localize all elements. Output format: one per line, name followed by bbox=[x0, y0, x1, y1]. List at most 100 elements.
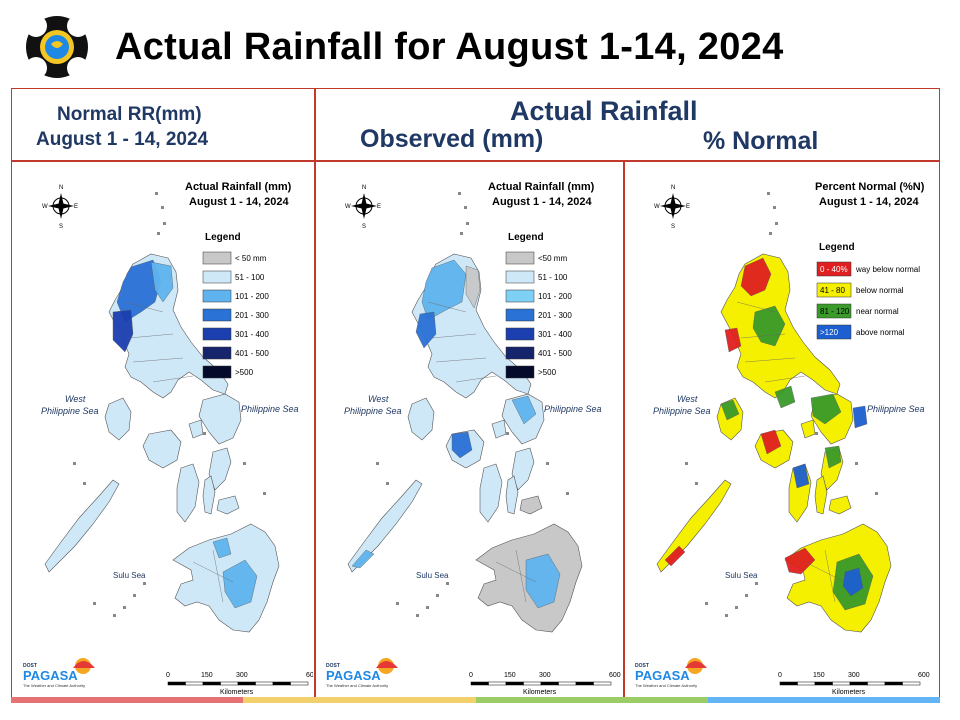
legend-label: >500 bbox=[538, 368, 557, 377]
legend-desc-label: above normal bbox=[856, 328, 905, 337]
rainfall-zone bbox=[212, 537, 232, 559]
island-mindoro bbox=[407, 397, 435, 441]
legend-swatch bbox=[202, 289, 232, 303]
sea-label-sulu: Sulu Sea bbox=[416, 571, 449, 580]
island-cebu bbox=[814, 475, 828, 515]
scale-tick-label: 300 bbox=[236, 672, 248, 679]
province-lines bbox=[736, 301, 846, 603]
legend-title: Legend bbox=[205, 232, 241, 243]
scale-tick-label: 300 bbox=[848, 672, 860, 679]
small-island bbox=[725, 614, 728, 617]
small-island bbox=[123, 606, 126, 609]
scale-segment bbox=[202, 681, 221, 686]
small-island bbox=[767, 192, 770, 195]
small-island bbox=[143, 582, 146, 585]
legend-label: 401 - 500 bbox=[235, 349, 269, 358]
maps-divider-2 bbox=[623, 160, 625, 698]
sea-label-west-2: Philippine Sea bbox=[344, 406, 402, 416]
legend-swatch bbox=[505, 251, 535, 265]
rainfall-zone bbox=[842, 567, 864, 597]
island-bohol bbox=[828, 495, 852, 515]
legend-swatch bbox=[202, 270, 232, 284]
small-island bbox=[436, 594, 439, 597]
legend-label: < 50 mm bbox=[235, 254, 267, 263]
logo-tagline: The Weather and Climate Authority bbox=[635, 683, 697, 688]
bar-segment bbox=[707, 697, 940, 703]
map-background bbox=[13, 162, 313, 696]
legend-label: 51 - 100 bbox=[235, 273, 265, 282]
logo-umbrella-icon bbox=[685, 661, 707, 668]
small-island bbox=[203, 432, 206, 435]
map-panel-observed: N W E S Actual Rainfall (mm) August 1 - 14, 2… bbox=[316, 162, 622, 696]
legend-range-label: >120 bbox=[820, 328, 839, 337]
scale-segment bbox=[237, 681, 256, 686]
small-island bbox=[133, 594, 136, 597]
small-island bbox=[155, 192, 158, 195]
actual-rainfall-header: Actual Rainfall bbox=[510, 96, 698, 126]
compass-s-label: S bbox=[59, 224, 63, 230]
small-island bbox=[815, 432, 818, 435]
normal-rr-label: Normal RR(mm) bbox=[57, 104, 202, 125]
logo-dost-label: DOST bbox=[635, 663, 649, 669]
small-island bbox=[386, 482, 389, 485]
scale-tick-label: 600 bbox=[609, 672, 621, 679]
compass-rose-icon: N W E S bbox=[42, 185, 78, 230]
observed-header: Observed (mm) bbox=[360, 125, 544, 153]
scale-segment bbox=[575, 681, 594, 686]
small-island bbox=[376, 462, 379, 465]
small-island bbox=[566, 492, 569, 495]
small-island bbox=[416, 614, 419, 617]
small-island bbox=[775, 222, 778, 225]
bar-segment bbox=[11, 697, 244, 703]
legend-desc-label: below normal bbox=[856, 286, 904, 295]
map-title: Actual Rainfall (mm) bbox=[185, 181, 292, 193]
legend-desc-label: near normal bbox=[856, 307, 899, 316]
compass-w-label: W bbox=[42, 204, 48, 210]
province-lines bbox=[124, 301, 234, 603]
island-leyte bbox=[511, 447, 535, 491]
small-island bbox=[396, 602, 399, 605]
scale-segment bbox=[470, 681, 489, 686]
logo-umbrella-icon bbox=[73, 661, 95, 668]
scale-unit-label: Kilometers bbox=[523, 689, 557, 696]
page-title: Actual Rainfall for August 1-14, 2024 bbox=[115, 26, 784, 68]
scale-segment bbox=[540, 681, 559, 686]
map-date: August 1 - 14, 2024 bbox=[189, 196, 290, 208]
scale-segment bbox=[558, 681, 577, 686]
legend-label: 101 - 200 bbox=[538, 292, 572, 301]
legend-title: Legend bbox=[508, 232, 544, 243]
scale-segment bbox=[523, 681, 542, 686]
small-island bbox=[855, 462, 858, 465]
rainfall-zone bbox=[664, 545, 686, 567]
sea-label-west-1: West bbox=[65, 394, 86, 404]
scale-tick-label: 150 bbox=[504, 672, 516, 679]
legend-range-label: 41 - 80 bbox=[820, 286, 845, 295]
island-bohol bbox=[216, 495, 240, 515]
small-island bbox=[157, 232, 160, 235]
logo-tagline: The Weather and Climate Authority bbox=[23, 683, 85, 688]
pagasa-emblem-logo bbox=[25, 15, 89, 79]
sea-label-east: Philippine Sea bbox=[544, 404, 602, 414]
sea-label-east: Philippine Sea bbox=[241, 404, 299, 414]
legend-desc-label: way below normal bbox=[855, 265, 920, 274]
scale-tick-label: 0 bbox=[778, 672, 782, 679]
rainfall-zone bbox=[351, 549, 375, 569]
philippines-map bbox=[656, 192, 892, 633]
scale-segment bbox=[849, 681, 868, 686]
legend-title: Legend bbox=[819, 242, 855, 253]
map-date: August 1 - 14, 2024 bbox=[819, 196, 920, 208]
logo-dost-label: DOST bbox=[23, 663, 37, 669]
compass-star bbox=[351, 193, 377, 219]
small-island bbox=[426, 606, 429, 609]
logo-name-label: PAGASA bbox=[23, 668, 78, 683]
rainfall-zone bbox=[792, 463, 810, 489]
legend-swatch bbox=[505, 346, 535, 360]
map-panel-normal: N W E S Actual Rainfall (mm) August 1 - 14, 2… bbox=[13, 162, 313, 696]
scale-segment bbox=[167, 681, 186, 686]
legend-swatch bbox=[202, 251, 232, 265]
island-negros bbox=[479, 463, 503, 523]
map-panel-percent: N W E S Percent Normal (%N) August 1 - 14, 20… bbox=[625, 162, 938, 696]
island-samar bbox=[198, 393, 242, 445]
scale-tick-label: 600 bbox=[918, 672, 930, 679]
